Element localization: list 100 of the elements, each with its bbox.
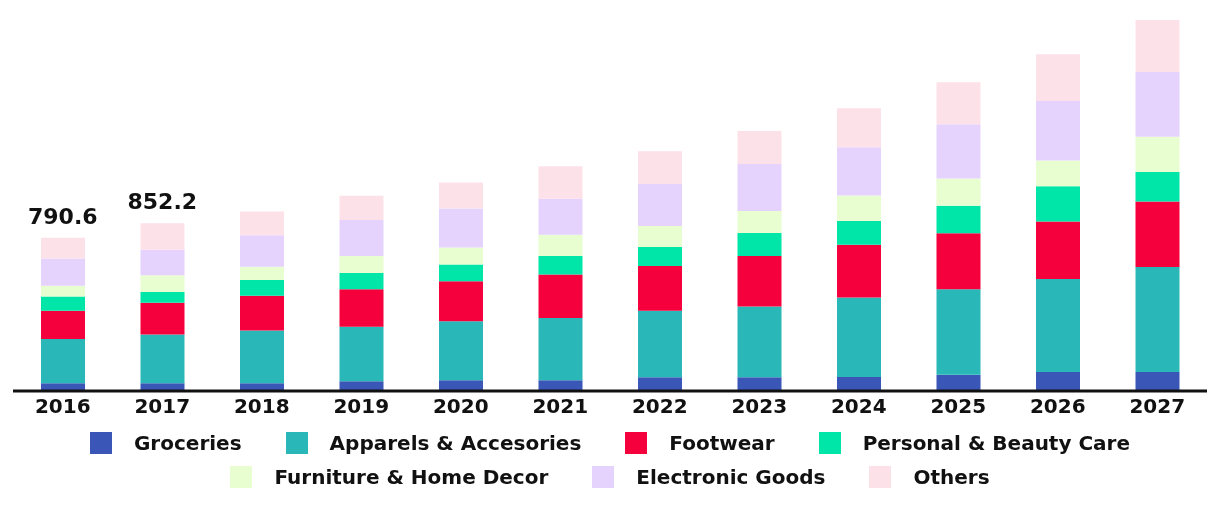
bar [41,237,85,259]
bar [936,374,981,391]
bar [638,247,682,266]
legend-label: Furniture & Home Decor [273,465,549,489]
bar [240,280,284,296]
bar [41,310,85,340]
legend-label: Footwear [668,431,775,455]
bar [737,163,782,212]
bar [240,266,284,281]
x-tick-label: 2021 [532,394,589,419]
bar [837,147,881,196]
bar [737,255,782,307]
x-tick-label: 2025 [930,394,987,419]
bar [339,289,384,327]
bar [1036,54,1080,101]
bar [1135,71,1180,137]
bar [41,258,85,286]
bar [936,124,981,179]
bar [1036,372,1080,391]
bar [140,334,185,384]
bar [140,302,185,335]
bar [538,234,583,256]
bar [439,182,483,209]
bar [140,291,185,303]
bar [638,151,682,184]
bar [538,166,583,199]
bar [339,219,384,256]
bar [737,377,782,391]
bar [837,297,881,377]
bar [936,82,981,125]
bar [1036,100,1080,161]
bar [638,310,682,378]
bar [240,383,284,391]
bar [1036,160,1080,187]
bar [837,195,881,222]
legend-label: Electronic Goods [635,465,826,489]
bar [240,295,284,331]
x-tick-label: 2022 [631,394,688,419]
bar [1135,201,1180,268]
bar [737,211,782,233]
x-tick-label: 2019 [333,394,390,419]
bar [140,383,185,391]
bar [1135,20,1180,72]
bar [439,281,483,322]
bar [240,211,284,236]
bar [439,247,483,265]
bar [837,244,881,298]
bar [538,317,583,381]
bar [936,233,981,290]
bar [1135,372,1180,391]
bar [439,264,483,282]
bar [339,273,384,290]
bar [339,326,384,382]
x-tick-label: 2024 [830,394,887,419]
legend-label: Apparels & Accesories [328,431,582,455]
bar [638,183,682,226]
bar [638,265,682,311]
bar [339,195,384,220]
bar [41,285,85,297]
x-tick-label: 2027 [1129,394,1186,419]
bar [439,321,483,381]
bar [140,223,185,250]
bar [737,306,782,378]
bar [41,383,85,391]
bar [439,380,483,391]
bar [936,178,981,206]
bar [339,255,384,274]
legend-label: Others [912,465,990,489]
bar [638,377,682,391]
x-tick-label: 2020 [432,394,489,419]
bar [837,108,881,148]
bar [837,376,881,391]
bar [936,289,981,375]
x-tick-label: 2017 [134,394,191,419]
bar [1135,172,1180,202]
bar [240,235,284,267]
bar [538,274,583,318]
bar [1036,221,1080,279]
bar [538,255,583,275]
bar [240,330,284,384]
legend-label: Personal & Beauty Care [861,431,1131,455]
bar [638,225,682,248]
bar [737,232,782,256]
bar [339,381,384,391]
bar [439,208,483,248]
bar [1036,186,1080,222]
bar [41,296,85,311]
bar [936,205,981,234]
bar [1036,278,1080,373]
x-tick-label: 2023 [731,394,788,419]
x-tick-label: 2026 [1029,394,1086,419]
bar [538,380,583,391]
bar [140,275,185,292]
bar [140,249,185,276]
bar [538,198,583,235]
bar [41,339,85,384]
x-tick-label: 2016 [34,394,91,419]
bar [737,130,782,164]
x-tick-label: 2018 [233,394,290,419]
bar [1135,267,1180,373]
